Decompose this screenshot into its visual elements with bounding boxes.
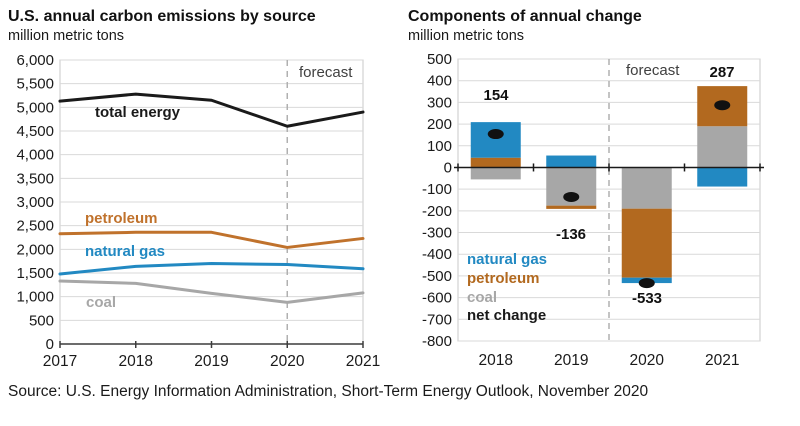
- y-tick-label: -800: [422, 333, 452, 350]
- left-chart-title: U.S. annual carbon emissions by source: [8, 8, 316, 25]
- bar-segment-petroleum: [470, 157, 521, 168]
- net-change-marker: [563, 191, 580, 202]
- bar-segment-natural-gas: [546, 155, 597, 168]
- y-tick-label: -700: [422, 311, 452, 328]
- x-tick-label: 2017: [43, 353, 77, 370]
- legend-net-change: net change: [467, 307, 547, 324]
- legend-coal: coal: [467, 289, 498, 306]
- y-tick-label: 5,500: [16, 76, 54, 93]
- y-tick-label: 500: [29, 312, 54, 329]
- series-label-natural-gas: natural gas: [85, 243, 166, 260]
- series-line-natural-gas: [58, 262, 365, 276]
- annual-change-bar-chart: Components of annual change million metr…: [400, 0, 800, 370]
- y-tick-label: -200: [422, 203, 452, 220]
- y-tick-label: 4,000: [16, 147, 54, 164]
- y-tick-label: -400: [422, 246, 452, 263]
- y-tick-label: 500: [427, 51, 452, 68]
- y-tick-label: 5,000: [16, 99, 54, 116]
- x-tick-label: 2020: [630, 352, 665, 369]
- y-tick-label: 0: [444, 159, 452, 176]
- right-forecast-label: forecast: [626, 62, 680, 79]
- bar-segment-coal: [697, 126, 748, 168]
- y-tick-label: -300: [422, 225, 452, 242]
- net-change-marker: [714, 100, 731, 111]
- series-line-petroleum: [58, 230, 365, 249]
- right-chart-title: Components of annual change: [408, 8, 642, 25]
- left-forecast-label: forecast: [299, 64, 353, 81]
- y-tick-label: 2,000: [16, 241, 54, 258]
- x-tick-label: 2018: [119, 353, 153, 370]
- y-tick-label: -100: [422, 181, 452, 198]
- legend-natural-gas: natural gas: [467, 251, 548, 268]
- y-tick-label: 3,500: [16, 170, 54, 187]
- x-tick-label: 2021: [346, 353, 380, 370]
- bar-segment-petroleum: [546, 205, 597, 209]
- x-tick-label: 2019: [194, 353, 228, 370]
- bar-label-2019: -136: [555, 226, 587, 243]
- series-label-petroleum: petroleum: [85, 210, 158, 227]
- y-tick-label: 0: [46, 336, 54, 353]
- footer: Source: U.S. Energy Information Administ…: [0, 370, 800, 426]
- x-tick-label: 2019: [554, 352, 588, 369]
- legend-petroleum: petroleum: [467, 270, 540, 287]
- net-change-marker: [487, 129, 504, 140]
- source-text: Source: U.S. Energy Information Administ…: [8, 383, 649, 400]
- y-tick-label: 200: [427, 116, 452, 133]
- y-tick-label: 4,500: [16, 123, 54, 140]
- y-tick-label: 1,000: [16, 289, 54, 306]
- bar-segment-natural-gas: [470, 122, 521, 158]
- bar-label-2021: 287: [709, 64, 735, 81]
- left-chart-subtitle: million metric tons: [8, 28, 125, 44]
- emissions-line-chart: U.S. annual carbon emissions by source m…: [0, 0, 400, 370]
- bar-segment-natural-gas: [697, 167, 748, 187]
- series-label-total-energy: total energy: [95, 104, 181, 121]
- y-tick-label: 2,500: [16, 218, 54, 235]
- y-tick-label: 3,000: [16, 194, 54, 211]
- bar-chart-plot: -800 -700 -600 -500 -400 -300 -200 -100 0 100 200 3…: [422, 51, 764, 369]
- y-tick-label: 1,500: [16, 265, 54, 282]
- x-tick-label: 2020: [270, 353, 305, 370]
- bar-segment-coal: [621, 167, 672, 209]
- right-chart-subtitle: million metric tons: [408, 28, 525, 44]
- bar-segment-coal: [470, 167, 521, 180]
- x-tick-label: 2021: [705, 352, 739, 369]
- series-label-coal: coal: [86, 294, 117, 311]
- series-line-total-energy: [58, 92, 365, 128]
- series-line-coal: [58, 279, 365, 304]
- bar-label-2018: 154: [483, 87, 509, 104]
- bar-label-2020: -533: [631, 290, 663, 307]
- line-chart-plot: 0 500 1,000 1,500 2,000 2,500 3,000 3,500 4,000 4…: [16, 52, 380, 370]
- bar-segment-petroleum: [621, 208, 672, 278]
- y-tick-label: 400: [427, 73, 452, 90]
- y-tick-label: 6,000: [16, 52, 54, 69]
- y-tick-label: -500: [422, 268, 452, 285]
- net-change-marker: [638, 278, 655, 289]
- x-tick-label: 2018: [479, 352, 513, 369]
- y-tick-label: -600: [422, 290, 452, 307]
- y-tick-label: 300: [427, 94, 452, 111]
- y-tick-label: 100: [427, 138, 452, 155]
